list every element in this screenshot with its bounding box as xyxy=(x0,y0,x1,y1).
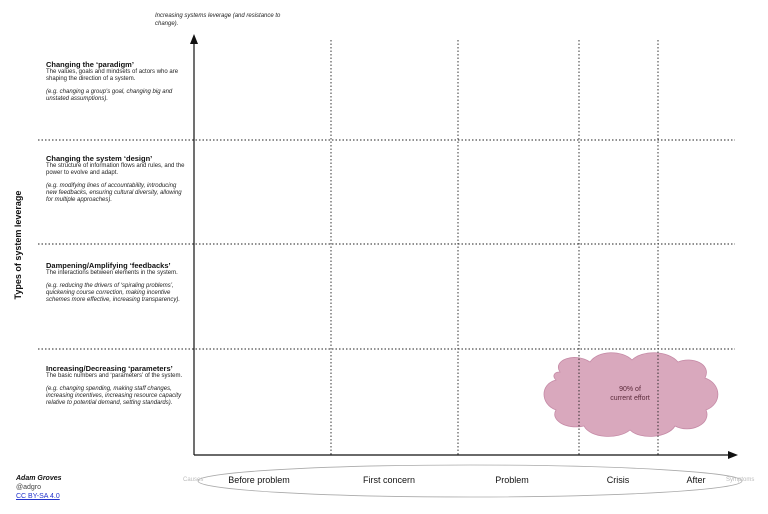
license-link[interactable]: CC BY-SA 4.0 xyxy=(16,493,60,500)
row-description: The values, goals and mindsets of actors… xyxy=(46,69,179,82)
timeline-ellipse xyxy=(197,464,743,498)
x-axis-arrowhead xyxy=(728,451,738,459)
row-design: Changing the system ‘design’ The structu… xyxy=(46,154,186,204)
x-axis-end-label: Symptoms xyxy=(726,477,755,483)
cloud-label: 90% of current effort xyxy=(594,385,666,403)
row-dividers xyxy=(38,139,735,350)
stage-first-concern: First concern xyxy=(362,475,415,485)
cloud-label-line2: current effort xyxy=(610,395,650,402)
row-example: (e.g. modifying lines of accountability,… xyxy=(46,183,182,203)
stage-before-problem: Before problem xyxy=(228,475,290,485)
cloud-label-line1: 90% of xyxy=(619,386,641,393)
author-name: Adam Groves xyxy=(16,475,62,482)
axis-top-label: Increasing systems leverage (and resista… xyxy=(155,13,281,27)
row-title: Dampening/Amplifying ‘feedbacks’ xyxy=(46,261,171,270)
row-title: Increasing/Decreasing ‘parameters’ xyxy=(46,364,173,373)
x-axis-start-label: Causes xyxy=(183,477,204,483)
row-example: (e.g. changing a group's goal, changing … xyxy=(46,89,173,102)
y-axis-title: Types of system leverage xyxy=(13,190,23,300)
row-description: The structure of information flows and r… xyxy=(46,163,185,176)
effort-cloud-shape xyxy=(543,352,719,437)
axes xyxy=(193,42,732,456)
row-example: (e.g. changing spending, making staff ch… xyxy=(46,386,182,406)
stage-dividers xyxy=(330,40,659,455)
row-example: (e.g. reducing the drivers of ‘spiraling… xyxy=(46,283,181,303)
y-axis-arrowhead xyxy=(190,34,198,44)
row-parameters: Increasing/Decreasing ‘parameters’ The b… xyxy=(46,364,186,407)
row-description: The basic numbers and ‘parameters’ of th… xyxy=(46,373,183,379)
author-handle: @adgro xyxy=(16,484,42,491)
row-description: The interactions between elements in the… xyxy=(46,270,178,276)
row-paradigm: Changing the ‘paradigm’ The values, goal… xyxy=(46,60,186,103)
stage-after: After xyxy=(686,475,706,485)
row-feedbacks: Dampening/Amplifying ‘feedbacks’ The int… xyxy=(46,261,186,304)
stage-crisis: Crisis xyxy=(606,475,630,485)
row-title: Changing the ‘paradigm’ xyxy=(46,60,134,69)
row-title: Changing the system ‘design’ xyxy=(46,154,153,163)
stage-problem: Problem xyxy=(495,475,529,485)
